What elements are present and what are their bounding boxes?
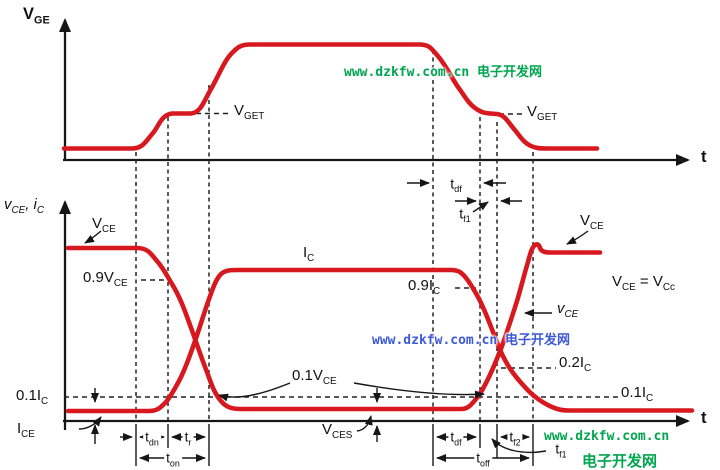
bottom-y-axis-label: vCE, iC [4,196,45,216]
watermark-bottom-url: www.dzkfw.com.cn [544,429,670,444]
tdf-label: tdf [448,429,464,448]
vce-left-arrow [84,230,102,244]
tf1-bottom-pointer [491,438,547,454]
vce-left-label: VCE [92,215,116,235]
vces-curl-arrow [356,415,373,432]
tf2-label: tf2 [507,429,523,448]
02ic-label: 0.2IC [559,354,592,374]
vget-left-label: VGET [234,102,265,122]
tf1-mid-label: tf1 [459,205,471,225]
tdn-label: tdn [143,429,161,448]
01vce-right-leader-arrow [353,382,485,399]
tf1-mid-pointer [472,201,489,213]
vertical-guidelines [135,50,534,420]
01ic-right-label: 0.1IC [621,384,654,404]
tr-label: tr [182,429,194,448]
watermark-middle: www.dzkfw.com.cn 电子开发网 [372,333,571,348]
01vce-label: 0.1VCE [292,367,337,387]
watermark-top: www.dzkfw.com.cn 电子开发网 [344,65,543,80]
vce-right-label: VCE [580,212,604,232]
axes [59,18,690,430]
09ic-label: 0.9IC [408,277,441,297]
top-time-axis-label: t [701,148,707,166]
tf1-label: tf1 [555,441,567,460]
bottom-time-axis-label: t [701,409,707,427]
vces-label: VCES [322,421,353,441]
level-guidelines [64,112,619,398]
vge-axis-label: VGE [23,5,50,27]
watermark-bottom-site: 电子开发网 [582,452,658,470]
09vce-label: 0.9VCE [83,269,128,289]
vce-right-arrow [566,230,589,245]
ice-label: ICE [17,420,35,440]
ic-label: IC [303,244,315,264]
vge-waveform [61,42,600,151]
waveforms [61,42,695,414]
vce-waveform [65,242,603,412]
ton-label: ton [164,450,182,469]
01vce-left-leader-arrow [218,382,291,402]
ice-curl-arrow [78,416,102,430]
toff-label: toff [474,450,492,469]
mid-timing-arrows [407,179,522,213]
vget-right-label: VGET [527,103,558,123]
ic-waveform [65,267,695,414]
01ic-left-label: 0.1IC [16,387,49,407]
tdf-mid-label: tdf [450,175,462,195]
vce-rising-edge-label: vCE [557,300,579,320]
pointer-arrows [78,230,589,444]
vce-equation-label: VCE = VCc [612,273,675,293]
